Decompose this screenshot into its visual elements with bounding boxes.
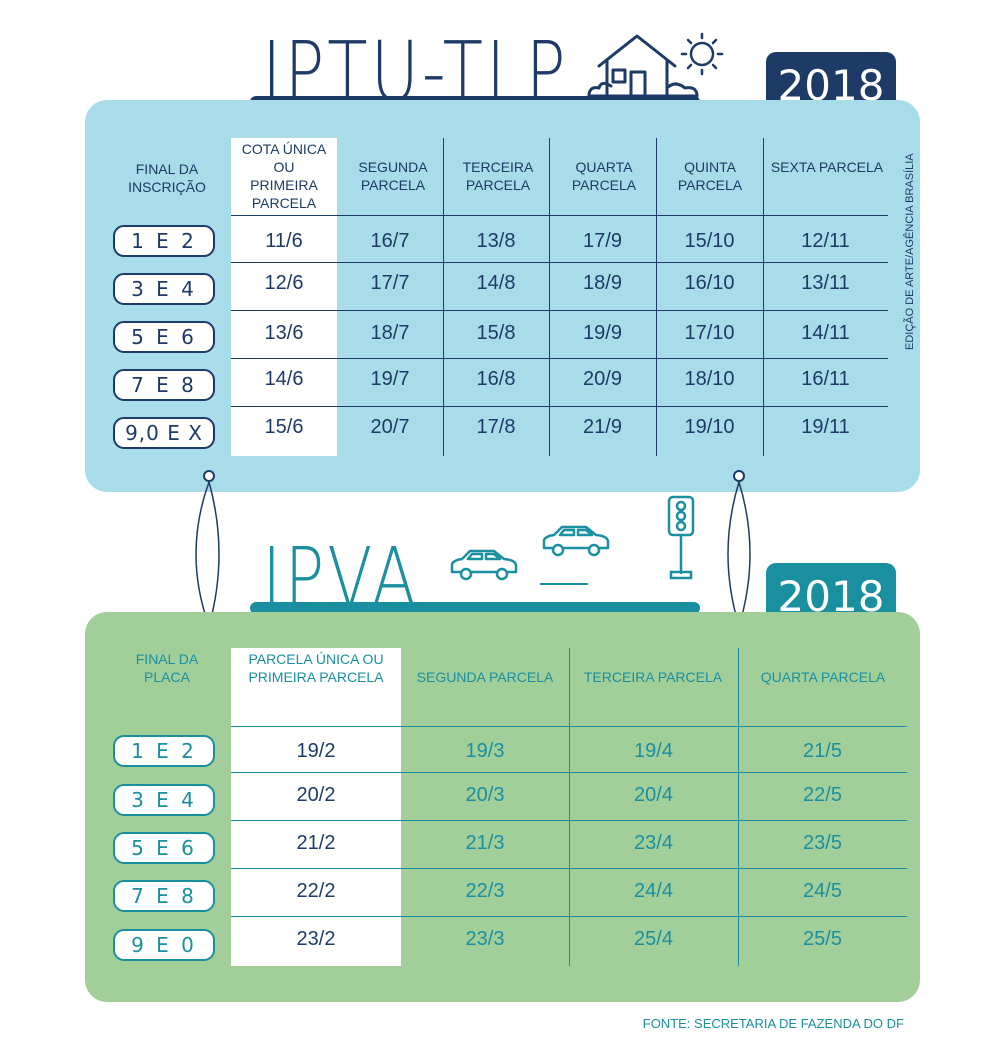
- iptu-cell: 16/7: [370, 230, 410, 252]
- iptu-first-column-bg: [231, 138, 337, 456]
- ipva-cell: 19/2: [296, 740, 336, 762]
- iptu-header-quinta: QUINTA PARCELA: [677, 159, 743, 193]
- iptu-header-segunda: SEGUNDA PARCELA: [358, 159, 428, 193]
- ipva-cell: 20/3: [465, 784, 505, 806]
- sun-icon: [680, 32, 724, 76]
- traffic-light-icon: [667, 495, 695, 580]
- ipva-cell: 21/5: [803, 740, 842, 762]
- connector-ring: [203, 470, 215, 482]
- iptu-cell: 11/6: [265, 230, 303, 252]
- iptu-key-pill: 7 E 8: [113, 369, 215, 401]
- iptu-cell: 14/11: [801, 322, 850, 344]
- iptu-key-pill: 1 E 2: [113, 225, 215, 257]
- ipva-cell: 25/5: [803, 928, 842, 950]
- iptu-cell: 19/11: [801, 416, 850, 438]
- iptu-header-sexta: SEXTA PARCELA: [770, 159, 884, 175]
- iptu-key-pill: 9,0 E X: [113, 417, 215, 449]
- car-icon: [542, 525, 610, 557]
- ipva-cell: 24/5: [803, 880, 842, 902]
- iptu-row-divider: [231, 215, 888, 216]
- iptu-cell: 19/7: [370, 368, 410, 390]
- ipva-cell: 19/3: [465, 740, 505, 762]
- ipva-cell: 22/5: [803, 784, 842, 806]
- iptu-cell: 12/6: [264, 272, 304, 294]
- ipva-key-pill: 9 E 0: [113, 929, 215, 961]
- ipva-cell: 23/5: [803, 832, 842, 854]
- iptu-cell: 15/8: [476, 322, 516, 344]
- iptu-cell: 19/10: [684, 416, 735, 438]
- connector-cords: [195, 481, 751, 627]
- ipva-cell: 23/2: [296, 928, 336, 950]
- ipva-cell: 19/4: [634, 740, 673, 762]
- ipva-cell: 20/4: [634, 784, 673, 806]
- iptu-header-terceira: TERCEIRA PARCELA: [462, 159, 534, 193]
- ipva-header-final: FINAL DA PLACA: [135, 651, 199, 685]
- iptu-cell: 15/6: [264, 416, 304, 438]
- iptu-cell: 18/9: [583, 272, 622, 294]
- iptu-cell: 19/9: [583, 322, 622, 344]
- iptu-cell: 20/9: [583, 368, 622, 390]
- iptu-cell: 17/10: [684, 322, 735, 344]
- ipva-header-terceira: TERCEIRA PARCELA: [583, 669, 723, 685]
- iptu-cell: 16/10: [684, 272, 735, 294]
- ipva-cell: 24/4: [634, 880, 673, 902]
- ipva-cell: 21/2: [296, 832, 336, 854]
- iptu-cell: 21/9: [583, 416, 622, 438]
- iptu-header-cota-unica: COTA ÚNICA OU PRIMEIRA PARCELA: [241, 141, 327, 211]
- iptu-key-pill: 3 E 4: [113, 273, 215, 305]
- ipva-title-underline: [250, 602, 700, 614]
- iptu-row-divider: [231, 406, 888, 407]
- iptu-header-final: FINAL DA INSCRIÇÃO: [128, 161, 206, 195]
- iptu-cell: 14/6: [264, 368, 304, 390]
- iptu-row-divider: [231, 262, 888, 263]
- iptu-cell: 13/8: [476, 230, 516, 252]
- ipva-header-parcela-unica: PARCELA ÚNICA OU PRIMEIRA PARCELA: [248, 651, 384, 685]
- source-note: FONTE: SECRETARIA DE FAZENDA DO DF: [642, 1016, 904, 1031]
- iptu-panel: [85, 100, 920, 492]
- iptu-cell: 12/11: [801, 230, 850, 252]
- ipva-key-pill: 7 E 8: [113, 880, 215, 912]
- ipva-key-pill: 3 E 4: [113, 784, 215, 816]
- ipva-col-divider: [569, 648, 570, 966]
- ipva-col-divider: [738, 648, 739, 966]
- iptu-cell: 17/9: [583, 230, 622, 252]
- iptu-cell: 14/8: [476, 272, 516, 294]
- ipva-header-quarta: QUARTA PARCELA: [760, 669, 886, 685]
- iptu-header-quarta: QUARTA PARCELA: [571, 159, 637, 193]
- road-line: [540, 583, 588, 585]
- ipva-cell: 20/2: [296, 784, 336, 806]
- ipva-cell: 23/4: [634, 832, 673, 854]
- iptu-cell: 15/10: [684, 230, 735, 252]
- connector-ring: [733, 470, 745, 482]
- house-icon: [587, 34, 699, 98]
- art-credit: EDIÇÃO DE ARTE/AGÊNCIA BRASÍLIA: [904, 153, 916, 350]
- iptu-row-divider: [231, 310, 888, 311]
- iptu-cell: 13/6: [264, 322, 304, 344]
- iptu-cell: 17/8: [476, 416, 516, 438]
- ipva-cell: 21/3: [465, 832, 505, 854]
- iptu-cell: 20/7: [370, 416, 410, 438]
- ipva-key-pill: 5 E 6: [113, 832, 215, 864]
- ipva-first-column-bg: [231, 648, 401, 966]
- iptu-col-divider: [549, 138, 550, 456]
- iptu-cell: 16/11: [801, 368, 850, 390]
- iptu-cell: 18/7: [370, 322, 410, 344]
- iptu-col-divider: [763, 138, 764, 456]
- ipva-cell: 25/4: [634, 928, 673, 950]
- ipva-header-segunda: SEGUNDA PARCELA: [416, 669, 554, 685]
- ipva-panel: [85, 612, 920, 1002]
- ipva-cell: 23/3: [465, 928, 505, 950]
- iptu-cell: 18/10: [684, 368, 735, 390]
- iptu-cell: 13/11: [801, 272, 850, 294]
- iptu-cell: 17/7: [370, 272, 410, 294]
- ipva-cell: 22/3: [465, 880, 505, 902]
- iptu-row-divider: [231, 358, 888, 359]
- iptu-key-pill: 5 E 6: [113, 321, 215, 353]
- iptu-col-divider: [443, 138, 444, 456]
- iptu-cell: 16/8: [476, 368, 516, 390]
- ipva-cell: 22/2: [296, 880, 336, 902]
- iptu-col-divider: [656, 138, 657, 456]
- car-icon: [450, 549, 518, 581]
- ipva-key-pill: 1 E 2: [113, 735, 215, 767]
